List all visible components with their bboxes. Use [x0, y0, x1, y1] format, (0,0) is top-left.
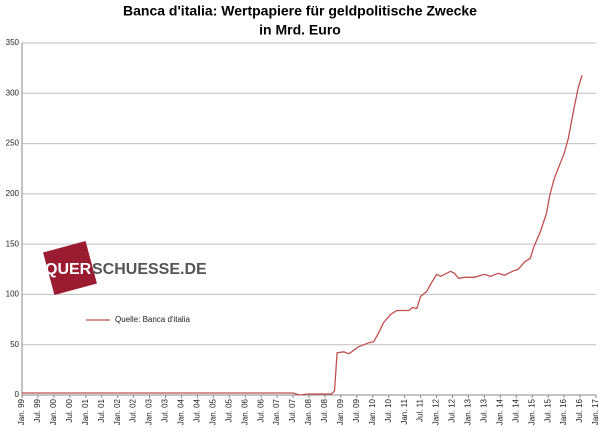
y-tick-label: 150 [6, 239, 20, 248]
x-tick-label: Jan. 06 [240, 398, 249, 425]
x-tick-label: Jul. 15 [543, 398, 552, 422]
data-line [22, 75, 583, 396]
x-tick-label: Jul. 04 [192, 398, 201, 422]
y-tick-label: 50 [10, 340, 19, 349]
x-tick-label: Jan. 03 [145, 398, 154, 425]
x-tick-label: Jul. 01 [97, 398, 106, 422]
watermark-text: SCHUESSE.DE [92, 261, 207, 278]
x-tick-label: Jul. 12 [448, 398, 457, 422]
x-tick-label: Jul. 10 [384, 398, 393, 422]
y-tick-label: 250 [6, 139, 20, 148]
x-tick-label: Jan. 16 [559, 398, 568, 425]
x-tick-label: Jan. 14 [495, 398, 504, 425]
legend-label: Quelle: Banca d'italia [115, 315, 190, 324]
chart-title: Banca d'italia: Wertpapiere für geldpoli… [123, 3, 477, 19]
x-tick-label: Jan. 11 [400, 398, 409, 424]
x-tick-label: Jan. 08 [304, 398, 313, 425]
x-tick-label: Jan. 12 [432, 398, 441, 425]
x-tick-label: Jul. 05 [224, 398, 233, 422]
x-tick-label: Jan. 15 [527, 398, 536, 425]
y-tick-label: 0 [15, 390, 20, 399]
watermark-box [43, 241, 97, 295]
y-tick-label: 200 [6, 189, 20, 198]
x-tick-label: Jan. 13 [464, 398, 473, 425]
y-tick-label: 100 [6, 290, 20, 299]
x-tick-label: Jan. 10 [368, 398, 377, 425]
x-tick-label: Jul. 02 [129, 398, 138, 422]
x-tick-label: Jul. 99 [33, 398, 42, 422]
x-tick-label: Jul. 07 [288, 398, 297, 422]
x-tick-label: Jan. 01 [81, 398, 90, 425]
x-tick-label: Jan. 05 [208, 398, 217, 425]
x-tick-label: Jan. 02 [113, 398, 122, 425]
watermark-text: QUER [45, 261, 92, 278]
x-tick-label: Jul. 06 [256, 398, 265, 422]
y-tick-label: 300 [6, 88, 20, 97]
x-tick-label: Jul. 09 [352, 398, 361, 422]
x-tick-label: Jul. 14 [511, 398, 520, 422]
plot-area: 0 50 100 150 200 250 300 350 Jan. 99 Jul. 99 Jan. … [6, 38, 600, 425]
x-tick-label: Jan. 99 [17, 398, 26, 425]
x-tick-label: Jan. 04 [177, 398, 186, 425]
x-tick-label: Jul. 00 [65, 398, 74, 422]
x-tick-label: Jan. 00 [49, 398, 58, 425]
x-tick-label: Jul. 03 [161, 398, 170, 422]
chart-subtitle: in Mrd. Euro [259, 22, 341, 38]
y-tick-label: 350 [6, 38, 20, 47]
x-tick-label: Jul. 11 [416, 398, 425, 422]
x-tick-label: Jan. 09 [336, 398, 345, 425]
x-tick-label: Jul. 08 [320, 398, 329, 422]
x-tick-label: Jan. 07 [272, 398, 281, 425]
watermark: QUER SCHUESSE.DE [43, 241, 207, 295]
x-tick-label: Jul. 13 [479, 398, 488, 422]
x-tick-label: Jan. 17 [591, 398, 600, 425]
x-tick-label: Jul. 16 [575, 398, 584, 422]
